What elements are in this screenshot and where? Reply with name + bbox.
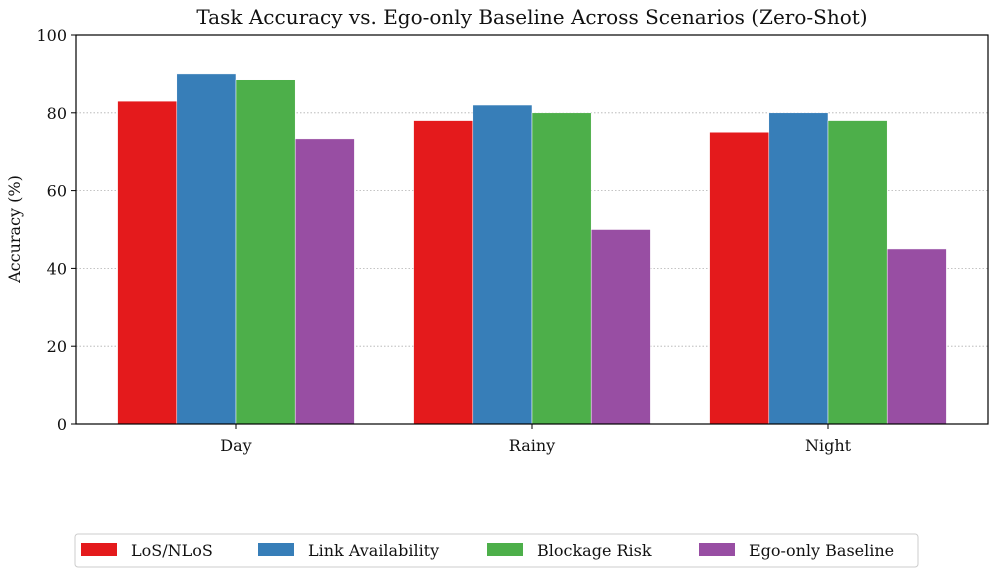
y-axis-ticks: 0 20 40 60 80 100 [36, 26, 76, 434]
y-tick-label: 40 [47, 259, 67, 278]
legend-swatch [81, 543, 117, 556]
x-axis-ticks: Day Rainy Night [220, 424, 852, 455]
bar-night-3 [886, 248, 947, 425]
legend-label: LoS/NLoS [131, 541, 213, 560]
bar-rainy-0 [413, 120, 474, 425]
bar-day-0 [117, 100, 178, 425]
y-tick-label: 100 [36, 26, 67, 45]
chart-title: Task Accuracy vs. Ego-only Baseline Acro… [196, 5, 867, 29]
y-tick-label: 0 [57, 415, 67, 434]
y-axis-label: Accuracy (%) [5, 175, 24, 284]
x-tick-label: Day [220, 436, 251, 455]
legend: LoS/NLoS Link Availability Blockage Risk Eg… [74, 533, 919, 568]
bars [117, 73, 947, 425]
y-tick-label: 60 [47, 182, 67, 201]
bar-day-1 [176, 73, 237, 425]
bar-rainy-3 [590, 229, 651, 425]
bar-rainy-2 [531, 112, 592, 425]
bar-night-2 [827, 120, 888, 425]
x-tick-label: Night [805, 436, 852, 455]
bar-night-1 [768, 112, 829, 425]
legend-label: Blockage Risk [537, 541, 652, 560]
x-tick-label: Rainy [509, 436, 555, 455]
bar-day-3 [294, 138, 355, 425]
legend-label: Link Availability [308, 541, 439, 560]
legend-swatch [258, 543, 294, 556]
y-tick-label: 20 [47, 337, 67, 356]
legend-swatch [699, 543, 735, 556]
legend-swatch [487, 543, 523, 556]
bar-night-0 [709, 132, 770, 425]
legend-label: Ego-only Baseline [749, 541, 894, 560]
y-tick-label: 80 [47, 104, 67, 123]
bar-rainy-1 [472, 104, 533, 425]
bar-day-2 [235, 79, 296, 425]
